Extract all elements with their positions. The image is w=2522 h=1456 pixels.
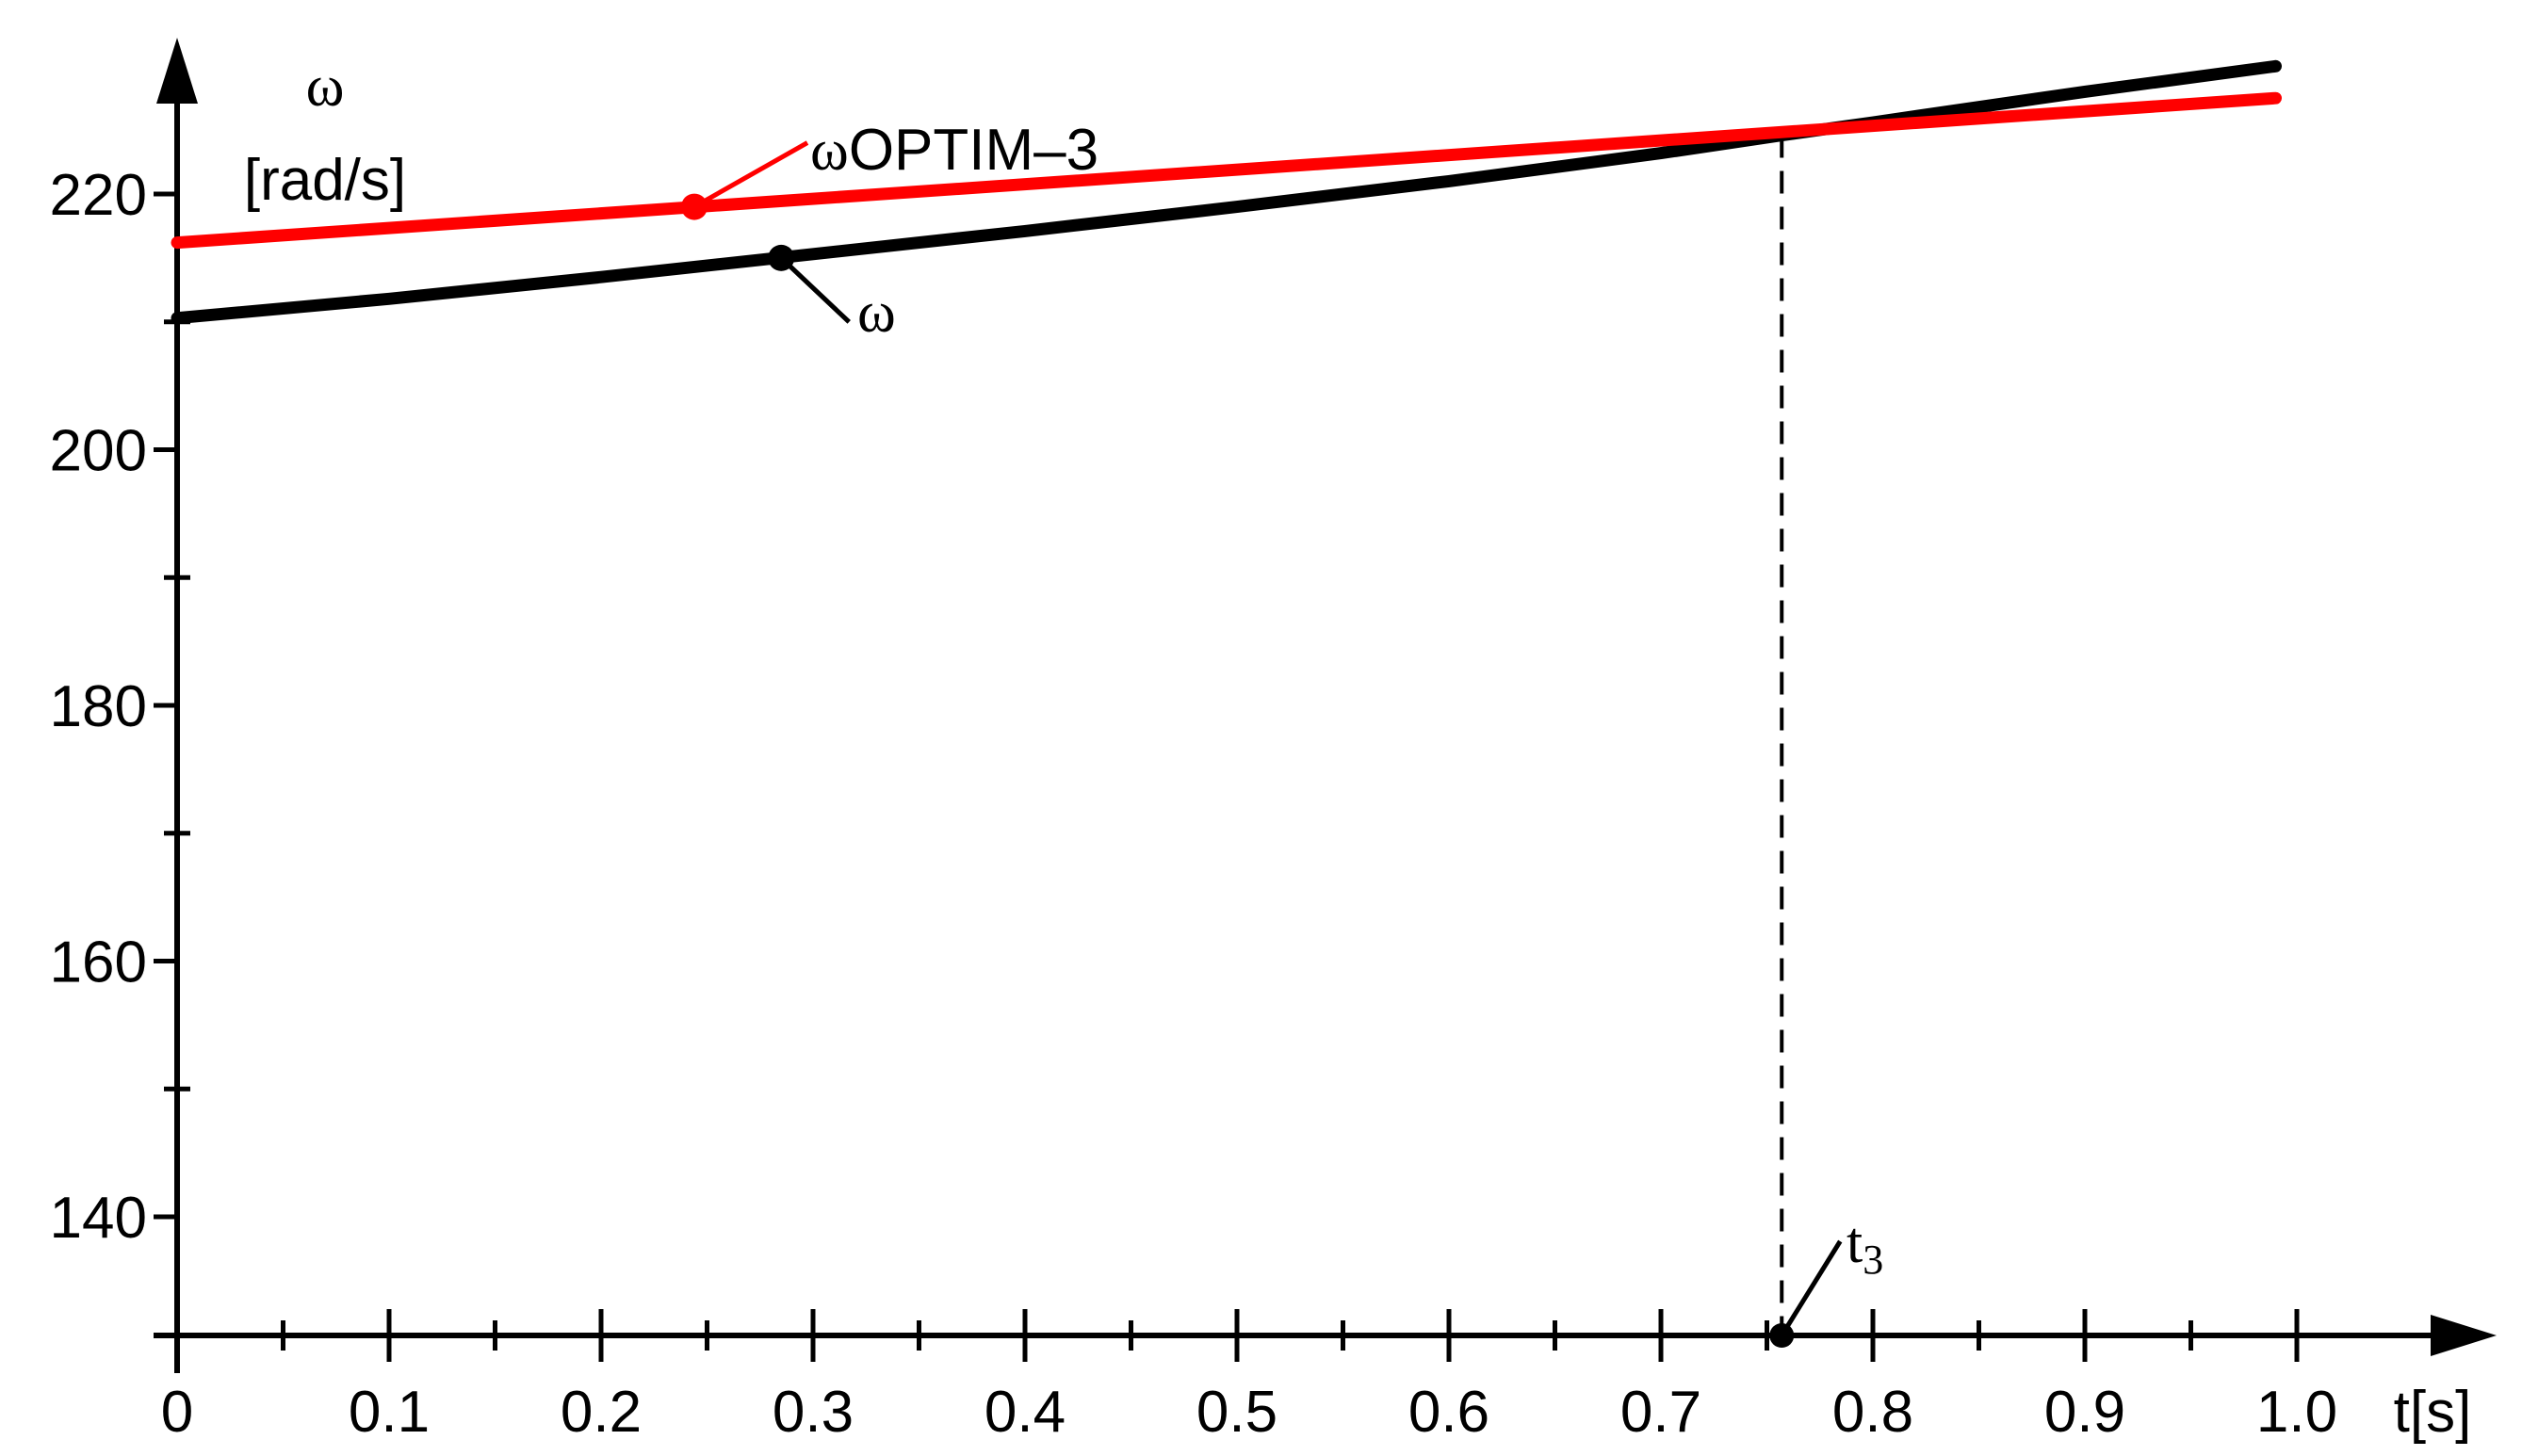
black-leader-line	[779, 256, 851, 324]
x-tick-label-2: 0.2	[561, 1380, 642, 1445]
x-tick-label-8: 0.8	[1832, 1380, 1913, 1445]
series-label-optim-text: OPTIM–3	[849, 118, 1098, 183]
y-axis-arrow	[156, 38, 198, 104]
y-tick-label-160: 160	[50, 930, 147, 995]
series-label-omega-optim: ωOPTIM–3	[810, 118, 1098, 183]
axes-layer	[154, 38, 2497, 1373]
x-tick-label-4: 0.4	[984, 1380, 1066, 1445]
series-line-1	[171, 91, 2282, 250]
x-axis-label: t[s]	[2394, 1380, 2472, 1445]
t3-label: t3	[1847, 1211, 1883, 1283]
x-tick-label-10: 1.0	[2256, 1380, 2337, 1445]
x-tick-label-6: 0.6	[1408, 1380, 1489, 1445]
series-layer	[171, 59, 2282, 1348]
x-axis-arrow	[2431, 1315, 2497, 1356]
x-tick-label-9: 0.9	[2044, 1380, 2125, 1445]
y-axis-unit: [rad/s]	[244, 148, 406, 213]
t3-label-subscript: 3	[1863, 1237, 1883, 1283]
y-tick-label-200: 200	[50, 419, 147, 484]
t3-leader-line	[1780, 1239, 1843, 1337]
red-marker	[681, 193, 708, 220]
y-tick-label-220: 220	[50, 163, 147, 228]
y-tick-label-140: 140	[50, 1186, 147, 1251]
x-tick-label-1: 0.1	[349, 1380, 430, 1445]
black-marker	[768, 244, 795, 271]
series-line-0	[171, 59, 2282, 325]
x-tick-label-3: 0.3	[773, 1380, 854, 1445]
red-leader-line	[692, 140, 809, 209]
x-tick-label-0: 0	[161, 1380, 193, 1445]
y-axis-symbol: ω	[306, 55, 345, 119]
series-label-omega: ω	[857, 281, 896, 345]
y-tick-label-180: 180	[50, 674, 147, 739]
labels-layer: ω [rad/s] t[s] ωOPTIM–3 ω t3 14016018020…	[50, 55, 2472, 1445]
series-label-omega-optim-symbol: ω	[810, 119, 849, 183]
t3-label-main: t	[1847, 1211, 1863, 1275]
x-tick-label-7: 0.7	[1620, 1380, 1701, 1445]
x-tick-label-5: 0.5	[1196, 1380, 1277, 1445]
